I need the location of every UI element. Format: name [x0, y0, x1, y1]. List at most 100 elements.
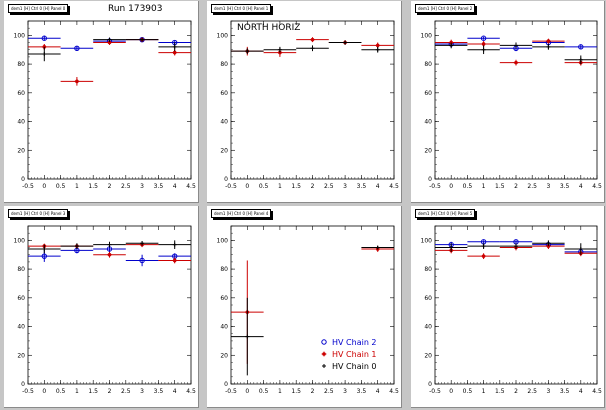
x-tick-label: 4.5: [592, 183, 602, 190]
x-tick-label: 3: [343, 183, 347, 190]
y-tick-label: 40: [424, 324, 432, 331]
y-tick-label: 80: [17, 61, 25, 68]
x-tick-label: 4: [173, 183, 177, 190]
y-tick-label: 100: [14, 32, 26, 39]
chart-annotation: NORTH HORIZ: [237, 23, 301, 33]
x-tick-label: 2.5: [527, 388, 537, 395]
y-tick-label: 40: [220, 119, 228, 126]
x-tick-label: 0.5: [463, 388, 473, 395]
x-tick-label: 0.5: [259, 388, 269, 395]
y-tick-label: 80: [220, 266, 228, 273]
data-point: [375, 42, 381, 48]
data-point: [343, 40, 348, 45]
y-tick-label: 0: [21, 176, 25, 183]
y-tick-label: 100: [217, 32, 229, 39]
series-hv-chain-0: [28, 37, 191, 62]
x-tick-label: 2.5: [324, 183, 334, 190]
x-tick-label: 4.5: [389, 183, 399, 190]
x-tick-label: 2.5: [527, 183, 537, 190]
x-tick-label: 0.5: [56, 183, 66, 190]
y-tick-label: 80: [17, 266, 25, 273]
chart-title: dem1 [H] Ctrl 0 [H] Panel 5: [415, 209, 476, 218]
x-tick-label: 3.5: [560, 388, 570, 395]
x-tick-label: -0.5: [429, 183, 441, 190]
x-tick-label: 0: [42, 388, 46, 395]
chart-panel-2: dem1 [H] Ctrl 0 [H] Panel 2 -0.5 0 0.5 1 1.5 2…: [411, 1, 605, 203]
x-tick-label: 1: [482, 183, 486, 190]
data-point: [140, 241, 145, 246]
data-point: [41, 35, 47, 41]
x-tick-label: 1: [75, 388, 79, 395]
data-point: [578, 57, 583, 62]
plot-frame: [230, 225, 395, 385]
x-tick-label: 4.5: [186, 388, 196, 395]
x-tick-label: 3: [546, 388, 550, 395]
y-tick-label: 80: [424, 266, 432, 273]
legend-label: HV Chain 2: [332, 338, 377, 347]
x-tick-label: 2: [514, 183, 518, 190]
x-tick-label: 3.5: [154, 388, 164, 395]
series-hv-chain-0: [435, 240, 597, 255]
x-tick-label: 4: [376, 388, 380, 395]
y-tick-label: 100: [14, 237, 26, 244]
y-tick-label: 0: [224, 381, 228, 388]
series-hv-chain-2: [28, 244, 191, 267]
data-point: [42, 246, 47, 251]
y-tick-label: 0: [21, 381, 25, 388]
series-hv-chain-0: [28, 240, 191, 254]
chart-panel-4: dem1 [H] Ctrl 0 [H] Panel 4 -0.5 0 0.5 1 1.5 2…: [207, 206, 402, 408]
data-point: [140, 37, 145, 42]
x-tick-label: 4: [376, 183, 380, 190]
chart-title: dem1 [H] Ctrl 0 [H] Panel 3: [8, 209, 69, 218]
y-tick-label: 100: [217, 237, 229, 244]
x-tick-label: 2: [108, 388, 112, 395]
y-tick-label: 20: [17, 352, 25, 359]
data-point: [74, 78, 80, 84]
data-point: [42, 52, 47, 57]
x-tick-label: 4: [173, 388, 177, 395]
x-tick-label: 1.5: [291, 388, 301, 395]
x-tick-label: 1.5: [291, 183, 301, 190]
x-tick-label: 2.5: [121, 183, 131, 190]
chart-annotation: Run 173903: [108, 4, 163, 14]
x-tick-label: 1: [278, 183, 282, 190]
chart-panel-5: dem1 [H] Ctrl 0 [H] Panel 5 -0.5 0 0.5 1 1.5 2…: [411, 206, 605, 408]
data-point: [545, 38, 551, 44]
x-tick-label: 3.5: [154, 183, 164, 190]
y-tick-label: 80: [424, 61, 432, 68]
y-tick-label: 60: [220, 295, 228, 302]
y-tick-label: 20: [220, 352, 228, 359]
x-tick-label: 1.5: [88, 183, 98, 190]
x-tick-label: 3: [343, 388, 347, 395]
data-point: [513, 60, 519, 66]
legend-label: HV Chain 0: [332, 362, 377, 371]
x-tick-label: -0.5: [429, 388, 441, 395]
data-point: [514, 244, 518, 249]
chart-title: dem1 [H] Ctrl 0 [H] Panel 0: [8, 4, 69, 13]
legend-marker: [321, 339, 327, 345]
data-point: [546, 241, 551, 246]
x-tick-label: -0.5: [22, 183, 34, 190]
x-tick-label: 1: [482, 388, 486, 395]
data-point: [74, 244, 79, 249]
series-hv-chain-1: [28, 37, 191, 86]
data-point: [480, 35, 487, 41]
x-tick-label: 0: [449, 388, 453, 395]
y-tick-label: 20: [17, 147, 25, 154]
data-point: [310, 46, 315, 51]
x-tick-label: 1.5: [495, 388, 505, 395]
data-point: [107, 252, 112, 258]
x-tick-label: 0.5: [56, 388, 66, 395]
data-point: [449, 245, 454, 250]
x-tick-label: 4: [579, 183, 583, 190]
data-point: [310, 37, 315, 43]
y-tick-label: 40: [220, 324, 228, 331]
y-tick-label: 60: [220, 90, 228, 97]
data-point: [107, 37, 112, 42]
legend-marker: [321, 351, 327, 357]
series-hv-chain-0: [231, 245, 394, 376]
y-tick-label: 20: [220, 147, 228, 154]
